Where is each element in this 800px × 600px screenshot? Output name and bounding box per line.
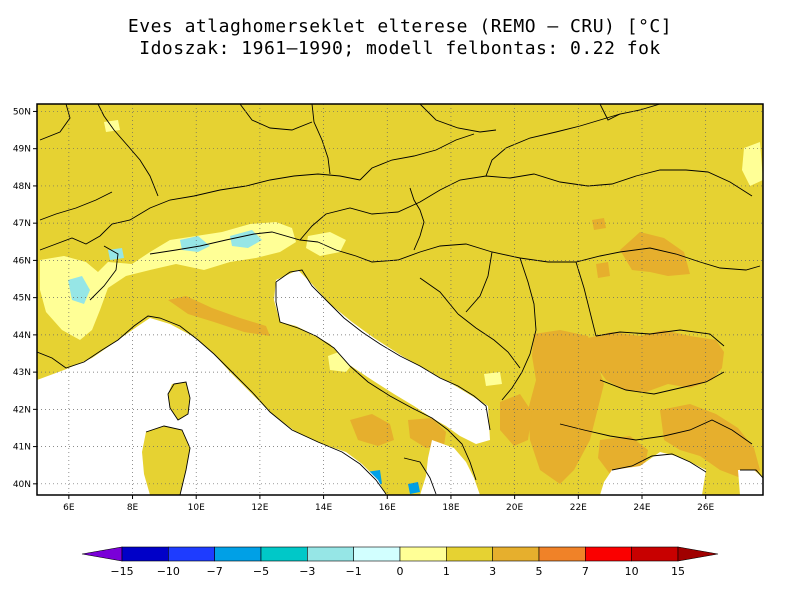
- lon-tick-label: 8E: [127, 503, 139, 513]
- lon-tick-label: 14E: [315, 503, 332, 513]
- lat-tick-label: 46N: [13, 256, 31, 266]
- colorbar-max-triangle: [677, 546, 719, 562]
- colorbar-label: −5: [253, 565, 269, 578]
- lon-tick-label: 16E: [379, 503, 396, 513]
- colorbar-box: [492, 546, 540, 562]
- lat-tick-label: 50N: [13, 107, 31, 117]
- colorbar-label: 7: [582, 565, 589, 578]
- lon-tick-label: 10E: [188, 503, 205, 513]
- colorbar-label: 3: [489, 565, 496, 578]
- lon-tick-label: 26E: [697, 503, 714, 513]
- map-title: Eves atlaghomerseklet elterese (REMO – C…: [127, 16, 673, 37]
- colorbar-box: [260, 546, 308, 562]
- gridlines: [37, 104, 763, 495]
- colorbar-box: [121, 546, 169, 562]
- sea-areas: [37, 270, 763, 495]
- colorbar-box: [631, 546, 679, 562]
- lon-tick-label: 20E: [506, 503, 523, 513]
- colorbar-box: [168, 546, 215, 562]
- lat-tick-label: 47N: [13, 219, 31, 229]
- colorbar-box: [399, 546, 447, 562]
- colorbar-label: −10: [157, 565, 180, 578]
- lat-tick-label: 45N: [13, 294, 31, 304]
- colorbar-label: −7: [207, 565, 223, 578]
- colorbar-label: 10: [625, 565, 639, 578]
- latitude-axis: 50N 49N 48N 47N 46N 45N 44N 43N 42N 41N 40N: [13, 107, 37, 490]
- lat-tick-label: 42N: [13, 405, 31, 415]
- lat-tick-label: 48N: [13, 182, 31, 192]
- colorbar-label: −3: [299, 565, 315, 578]
- colorbar-box: [214, 546, 262, 562]
- colorbar-box: [353, 546, 401, 562]
- colorbar-label: −1: [346, 565, 362, 578]
- map-subtitle: Idoszak: 1961–1990; modell felbontas: 0.…: [139, 38, 661, 59]
- lon-tick-label: 24E: [633, 503, 650, 513]
- colorbar-label: 15: [671, 565, 685, 578]
- lat-tick-label: 40N: [13, 480, 31, 490]
- colorbar-box: [446, 546, 493, 562]
- colorbar-label: −15: [110, 565, 133, 578]
- island-land: [142, 382, 190, 495]
- lon-tick-label: 22E: [570, 503, 587, 513]
- colorbar-label: 5: [536, 565, 543, 578]
- lat-tick-label: 49N: [13, 145, 31, 155]
- colorbar-label: 1: [443, 565, 450, 578]
- map-frame: [36, 103, 764, 496]
- coastlines: [37, 269, 763, 495]
- colorbar-box: [585, 546, 632, 562]
- lon-tick-label: 18E: [442, 503, 459, 513]
- colorbar-label: 0: [397, 565, 404, 578]
- longitude-axis: 6E 8E 10E 12E 14E 16E 18E 20E 22E 24E 26E: [63, 495, 715, 513]
- lat-tick-label: 41N: [13, 443, 31, 453]
- lat-tick-label: 44N: [13, 331, 31, 341]
- colorbar: −15 −10 −7 −5 −3 −1 0 1 3 5 7 10 15: [81, 546, 719, 578]
- lat-tick-label: 43N: [13, 368, 31, 378]
- lon-tick-label: 12E: [251, 503, 268, 513]
- colorbar-box: [538, 546, 586, 562]
- colorbar-box: [307, 546, 354, 562]
- colorbar-min-triangle: [81, 546, 123, 562]
- lon-tick-label: 6E: [63, 503, 75, 513]
- country-borders: [39, 104, 761, 445]
